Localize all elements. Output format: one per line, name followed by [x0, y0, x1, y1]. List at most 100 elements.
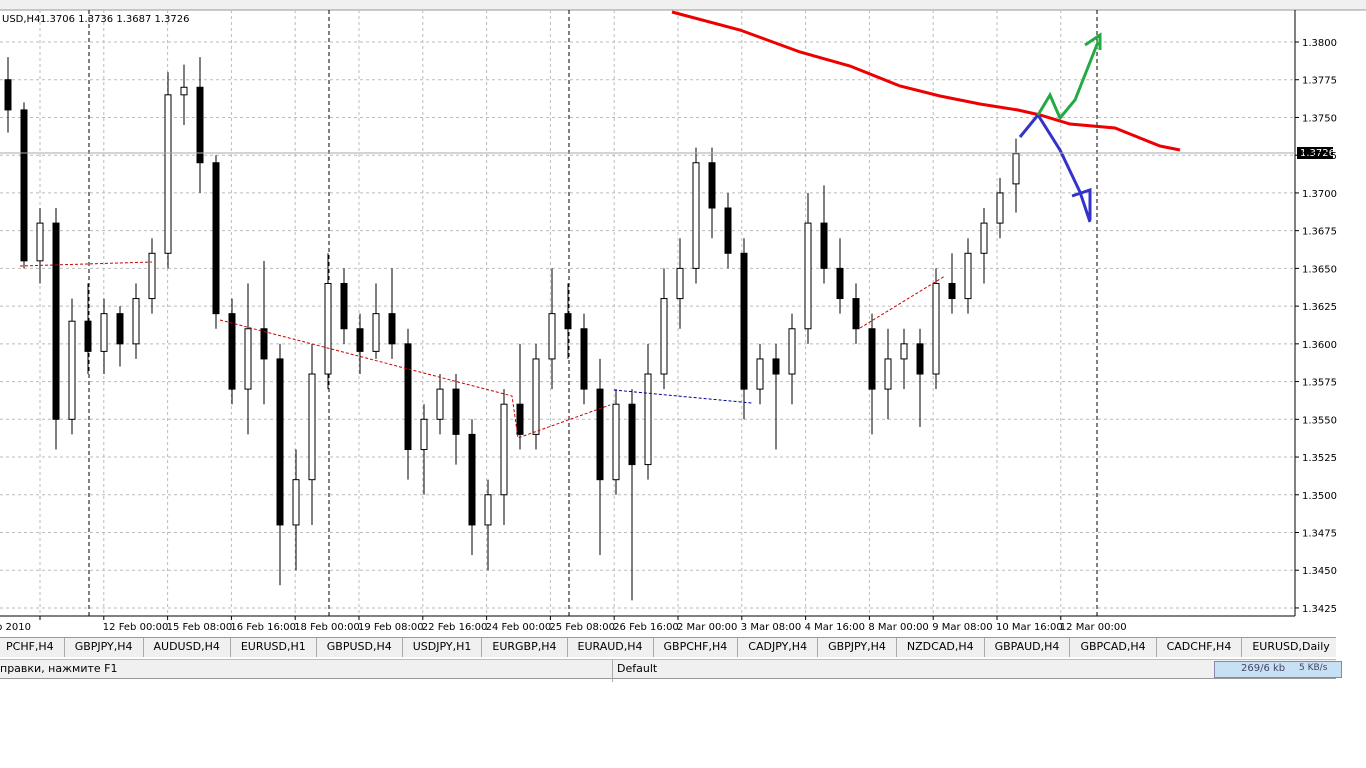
candle-body: [500, 403, 508, 496]
zigzag-line: [613, 389, 753, 404]
price-label: 1.3425: [1302, 604, 1337, 615]
price-label: 1.3675: [1302, 227, 1337, 238]
quote: 1.3706 1.3736 1.3687 1.3726: [40, 14, 190, 25]
price-label: 1.3725: [1302, 151, 1337, 162]
tab[interactable]: CADJPY,H4: [738, 638, 819, 657]
tab[interactable]: EURUSD,H1: [231, 638, 317, 657]
price-tag: [1297, 147, 1333, 159]
tab[interactable]: AUDUSD,H4: [144, 638, 231, 657]
candle-body: [644, 373, 652, 466]
candle-body: [420, 418, 428, 450]
price-label: 1.3475: [1302, 528, 1337, 539]
grid: [0, 10, 1295, 616]
candle-body: [580, 328, 588, 390]
candle-body: [356, 328, 364, 352]
candle-body: [116, 313, 124, 345]
candle-body: [148, 252, 156, 300]
time-label: 8 Mar 00:00: [868, 622, 928, 633]
candle-body: [196, 86, 204, 164]
candle-body: [756, 358, 764, 390]
candle-body: [324, 282, 332, 375]
candle-body: [900, 343, 908, 360]
time-label: b 2010: [0, 622, 31, 633]
tab[interactable]: EURAUD,H4: [568, 638, 654, 657]
tab[interactable]: EURUSD,Daily: [1242, 638, 1336, 657]
candles: [4, 57, 1020, 601]
tab[interactable]: GBPJPY,H4: [818, 638, 897, 657]
tabs: PCHF,H4 GBPJPY,H4 AUDUSD,H4 EURUSD,H1 GBPUSD…: [0, 637, 1336, 657]
candle-body: [212, 162, 220, 315]
tab[interactable]: GBPUSD,H4: [317, 638, 403, 657]
candle-body: [932, 282, 940, 375]
candle-body: [84, 320, 92, 352]
time-label: 15 Feb 08:00: [167, 622, 233, 633]
candle-body: [132, 298, 140, 345]
candle-body: [884, 358, 892, 390]
candle-body: [868, 328, 876, 390]
drawn-arrow-up: [1036, 32, 1102, 121]
profile: Default: [612, 660, 661, 682]
candle-body: [964, 252, 972, 300]
time-label: 2 Mar 00:00: [677, 622, 737, 633]
candle-body: [564, 313, 572, 330]
tab[interactable]: EURGBP,H4: [482, 638, 568, 657]
tab[interactable]: PCHF,H4: [0, 638, 65, 657]
tab[interactable]: GBPCHF,H4: [654, 638, 739, 657]
time-label: 10 Mar 16:00: [996, 622, 1063, 633]
zigzag-line: [859, 275, 946, 329]
time-label: 12 Mar 00:00: [1060, 622, 1127, 633]
moving-average: [671, 10, 1181, 152]
separators: [88, 10, 1098, 616]
zigzag-line: [219, 319, 611, 439]
price-tag-label: 1.3726: [1300, 148, 1335, 159]
symbol: USD,H4: [2, 14, 40, 25]
price-label: 1.3650: [1302, 264, 1337, 275]
candle-body: [596, 388, 604, 481]
drawn-arrow-down: [1018, 112, 1092, 223]
candle-body: [740, 252, 748, 390]
tab[interactable]: CADCHF,H4: [1157, 638, 1243, 657]
price-label: 1.3500: [1302, 491, 1337, 502]
speed-text: 5 KB/s: [1299, 663, 1328, 673]
time-label: 26 Feb 16:00: [613, 622, 679, 633]
time-label: 18 Feb 00:00: [294, 622, 360, 633]
price-label: 1.3525: [1302, 453, 1337, 464]
candle-body: [516, 403, 524, 435]
candle-body: [532, 358, 540, 435]
candle-body: [228, 313, 236, 390]
candle-body: [980, 222, 988, 254]
time-label: 4 Mar 16:00: [805, 622, 865, 633]
candle-body: [244, 328, 252, 390]
time-label: 12 Feb 00:00: [103, 622, 169, 633]
traffic-text: 269/6 kb: [1241, 663, 1286, 674]
time-label: 19 Feb 08:00: [358, 622, 424, 633]
candle-body: [628, 403, 636, 466]
candle-body: [20, 109, 28, 262]
price-label: 1.3800: [1302, 38, 1337, 49]
candle-body: [308, 373, 316, 481]
tab[interactable]: GBPAUD,H4: [985, 638, 1071, 657]
tab[interactable]: GBPJPY,H4: [65, 638, 144, 657]
candle-body: [916, 343, 924, 375]
candle-body: [436, 388, 444, 420]
tab[interactable]: NZDCAD,H4: [897, 638, 985, 657]
tab[interactable]: USDJPY,H1: [403, 638, 483, 657]
candle-body: [788, 328, 796, 375]
candle-body: [468, 433, 476, 526]
candle-body: [836, 267, 844, 300]
candle-body: [852, 298, 860, 330]
candle-body: [724, 207, 732, 254]
price-label: 1.3575: [1302, 378, 1337, 389]
tab[interactable]: GBPCAD,H4: [1070, 638, 1157, 657]
candle-body: [820, 222, 828, 269]
price-label: 1.3775: [1302, 76, 1337, 87]
candle-body: [660, 298, 668, 375]
candle-body: [164, 94, 172, 254]
candle-body: [692, 162, 700, 269]
candle-body: [676, 267, 684, 300]
price-label: 1.3600: [1302, 340, 1337, 351]
time-label: 16 Feb 16:00: [230, 622, 296, 633]
price-label: 1.3700: [1302, 189, 1337, 200]
candle-body: [708, 162, 716, 209]
candle-body: [548, 313, 556, 360]
